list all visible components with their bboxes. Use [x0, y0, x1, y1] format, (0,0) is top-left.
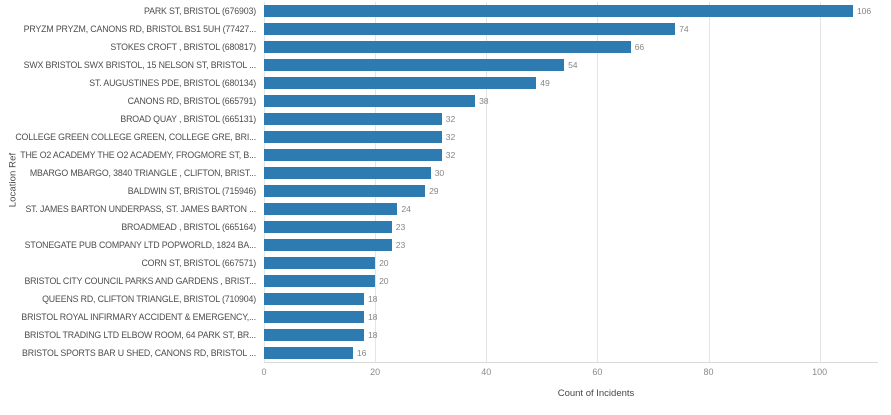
- bar-row: 66: [264, 38, 878, 56]
- value-label: 32: [445, 132, 456, 142]
- value-label: 16: [356, 348, 367, 358]
- plot-area: 106 74 66 54 49 38 32 32 32 30 29 24 23 23 20 20 18 18 18 1…: [264, 2, 878, 362]
- gridline: [486, 2, 488, 362]
- value-label: 30: [434, 168, 445, 178]
- x-tick-label: 20: [370, 367, 381, 377]
- value-label: 66: [634, 42, 645, 52]
- category-label[interactable]: BRISTOL TRADING LTD ELBOW ROOM, 64 PARK …: [24, 330, 256, 340]
- bar[interactable]: [264, 346, 353, 360]
- bar[interactable]: [264, 238, 392, 252]
- bar[interactable]: [264, 292, 364, 306]
- value-label: 18: [368, 330, 378, 340]
- bar[interactable]: [264, 274, 376, 288]
- value-label: 32: [445, 114, 456, 124]
- category-label[interactable]: BRISTOL SPORTS BAR U SHED, CANONS RD, BR…: [22, 348, 256, 358]
- bar-row: 18: [264, 290, 878, 308]
- category-label[interactable]: BRISTOL CITY COUNCIL PARKS AND GARDENS ,…: [24, 276, 256, 286]
- bar[interactable]: [264, 328, 364, 342]
- value-label: 23: [395, 222, 406, 232]
- bar[interactable]: [264, 22, 676, 36]
- x-tick-label: 80: [703, 367, 714, 377]
- bar[interactable]: [264, 4, 853, 18]
- gridline: [264, 2, 265, 362]
- value-label: 74: [679, 24, 689, 34]
- x-tick-label: 60: [592, 367, 603, 377]
- bar[interactable]: [264, 166, 431, 180]
- bar[interactable]: [264, 112, 442, 126]
- gridline: [819, 2, 821, 362]
- bar[interactable]: [264, 130, 442, 144]
- category-label[interactable]: SWX BRISTOL SWX BRISTOL, 15 NELSON ST, B…: [23, 60, 256, 70]
- category-label[interactable]: BRISTOL ROYAL INFIRMARY ACCIDENT & EMERG…: [21, 312, 256, 322]
- value-label: 29: [429, 186, 439, 196]
- bar-row: 38: [264, 92, 878, 110]
- bar[interactable]: [264, 310, 364, 324]
- bar[interactable]: [264, 220, 392, 234]
- bar[interactable]: [264, 256, 376, 270]
- bar[interactable]: [264, 184, 426, 198]
- category-label[interactable]: MBARGO MBARGO, 3840 TRIANGLE , CLIFTON, …: [29, 168, 256, 178]
- bar-row: 23: [264, 236, 878, 254]
- value-label: 18: [368, 312, 378, 322]
- x-tick-label: 0: [261, 367, 267, 377]
- value-label: 23: [395, 240, 406, 250]
- bar-row: 24: [264, 200, 878, 218]
- value-label: 20: [379, 276, 389, 286]
- value-label: 49: [540, 78, 550, 88]
- x-tick-label: 100: [812, 367, 828, 377]
- bar[interactable]: [264, 148, 442, 162]
- bar[interactable]: [264, 202, 398, 216]
- value-label: 20: [379, 258, 389, 268]
- value-label: 54: [568, 60, 578, 70]
- category-label[interactable]: BROAD QUAY , BRISTOL (665131): [120, 114, 256, 124]
- bar-row: 16: [264, 344, 878, 362]
- x-axis-title: Count of Incidents: [557, 388, 635, 399]
- bar-row: 54: [264, 56, 878, 74]
- bar-row: 30: [264, 164, 878, 182]
- bar-row: 106: [264, 2, 878, 20]
- bar-row: 23: [264, 218, 878, 236]
- category-label[interactable]: PARK ST, BRISTOL (676903): [144, 6, 256, 16]
- gridline: [597, 2, 599, 362]
- value-label: 32: [445, 150, 456, 160]
- category-label[interactable]: COLLEGE GREEN COLLEGE GREEN, COLLEGE GRE…: [15, 132, 256, 142]
- category-label[interactable]: BROADMEAD , BRISTOL (665164): [121, 222, 256, 232]
- bar[interactable]: [264, 76, 537, 90]
- category-label[interactable]: ST. AUGUSTINES PDE, BRISTOL (680134): [89, 78, 256, 88]
- value-label: 24: [401, 204, 411, 214]
- x-axis-line: [264, 362, 878, 363]
- bar[interactable]: [264, 94, 476, 108]
- bar-row: 32: [264, 110, 878, 128]
- category-label[interactable]: BALDWIN ST, BRISTOL (715946): [127, 186, 256, 196]
- bar-row: 32: [264, 128, 878, 146]
- bar[interactable]: [264, 58, 565, 72]
- bar-row: 18: [264, 308, 878, 326]
- value-label: 18: [368, 294, 378, 304]
- value-label: 106: [857, 6, 872, 16]
- category-label[interactable]: ST. JAMES BARTON UNDERPASS, ST. JAMES BA…: [25, 204, 256, 214]
- category-label[interactable]: THE O2 ACADEMY THE O2 ACADEMY, FROGMORE …: [20, 150, 256, 160]
- bar[interactable]: [264, 40, 631, 54]
- category-label[interactable]: STONEGATE PUB COMPANY LTD POPWORLD, 1824…: [24, 240, 256, 250]
- bar-row: 20: [264, 254, 878, 272]
- category-label[interactable]: QUEENS RD, CLIFTON TRIANGLE, BRISTOL (71…: [42, 294, 256, 304]
- gridline: [708, 2, 710, 362]
- bar-row: 20: [264, 272, 878, 290]
- category-label[interactable]: PRYZM PRYZM, CANONS RD, BRISTOL BS1 5UH …: [23, 24, 256, 34]
- value-label: 38: [479, 96, 489, 106]
- bar-row: 32: [264, 146, 878, 164]
- category-label[interactable]: CORN ST, BRISTOL (667571): [141, 258, 256, 268]
- category-label[interactable]: CANONS RD, BRISTOL (665791): [127, 96, 256, 106]
- bar-row: 18: [264, 326, 878, 344]
- bar-row: 74: [264, 20, 878, 38]
- category-label[interactable]: STOKES CROFT , BRISTOL (680817): [110, 42, 256, 52]
- bar-row: 49: [264, 74, 878, 92]
- x-tick-label: 40: [481, 367, 492, 377]
- gridline: [375, 2, 377, 362]
- bar-row: 29: [264, 182, 878, 200]
